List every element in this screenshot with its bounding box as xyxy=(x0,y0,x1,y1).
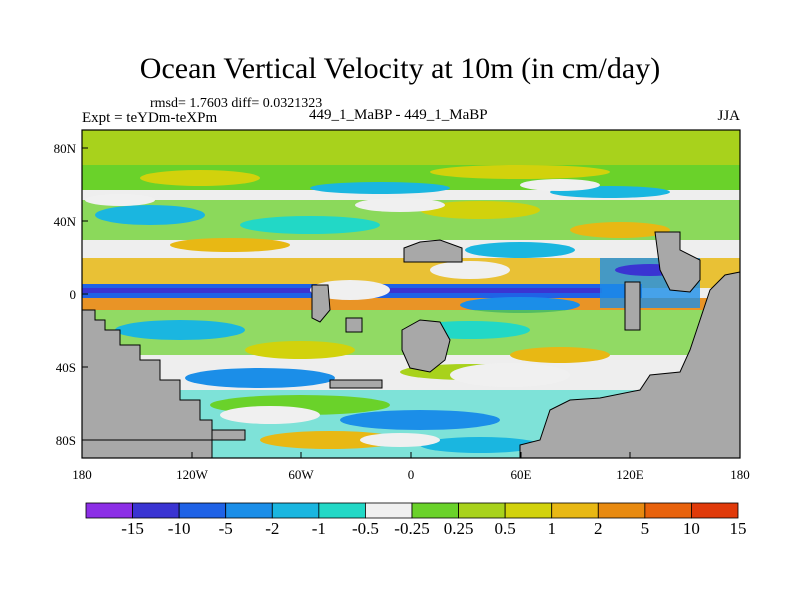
field-patch xyxy=(185,368,335,388)
lon-label: 60W xyxy=(288,467,314,482)
field-patch xyxy=(240,216,380,234)
colorbar-label: -10 xyxy=(168,519,191,538)
field-near-zero xyxy=(310,280,390,300)
lon-label: 120W xyxy=(176,467,209,482)
land-bar xyxy=(329,379,383,389)
lon-label: 180 xyxy=(72,467,92,482)
field-patch xyxy=(510,347,610,363)
land-island-small xyxy=(311,284,331,323)
colorbar-label: 15 xyxy=(730,519,747,538)
colorbar-label: -1 xyxy=(312,519,326,538)
land-island-central xyxy=(401,319,451,373)
field-patch xyxy=(170,238,290,252)
colorbar-swatch xyxy=(85,502,133,519)
colorbar-label: 0.5 xyxy=(495,519,516,538)
lat-label: 40N xyxy=(54,214,77,229)
field-patch xyxy=(420,201,540,219)
colorbar-swatch xyxy=(597,502,646,519)
field-near-zero xyxy=(85,194,155,206)
colorbar-swatch xyxy=(504,502,553,519)
land-edge xyxy=(211,429,246,441)
colorbar-label: 1 xyxy=(547,519,556,538)
field-near-zero xyxy=(450,363,570,387)
colorbar-swatch xyxy=(644,502,692,519)
field-patch xyxy=(465,242,575,258)
lon-axis: 180 120W 60W 0 60E 120E 180 xyxy=(72,452,750,482)
field-patch xyxy=(310,182,450,194)
land-masses xyxy=(81,231,741,459)
colorbar-swatch xyxy=(271,502,320,519)
colorbar-label: -15 xyxy=(121,519,144,538)
field-near-zero xyxy=(360,433,440,447)
colorbar-swatch xyxy=(458,502,506,519)
lon-label: 180 xyxy=(730,467,750,482)
colorbar-label: 10 xyxy=(683,519,700,538)
field-near-zero xyxy=(520,179,600,191)
colorbar: -15 -10 -5 -2 -1 -0.5 -0.25 0.25 0.5 1 2 5 10 15 xyxy=(85,502,747,538)
lon-label: 60E xyxy=(511,467,532,482)
field-patch xyxy=(430,165,610,179)
land-strait xyxy=(624,281,641,331)
field-patch xyxy=(115,320,245,340)
lon-label: 0 xyxy=(408,467,415,482)
experiment-label: Expt = teYDm-teXPm xyxy=(82,110,218,126)
land-north-island xyxy=(403,239,463,263)
colorbar-swatch xyxy=(551,502,599,519)
colorbar-label: -0.25 xyxy=(394,519,429,538)
colorbar-label: -0.5 xyxy=(352,519,379,538)
colorbar-swatch xyxy=(411,502,459,519)
colorbar-swatch xyxy=(225,502,273,519)
field-patch xyxy=(245,341,355,359)
season-label: JJA xyxy=(717,108,740,124)
stats-line: rmsd= 1.7603 diff= 0.0321323 xyxy=(150,96,323,111)
land-west xyxy=(81,309,213,441)
lat-label: 80N xyxy=(54,141,77,156)
land-islet xyxy=(345,317,363,333)
colorbar-swatch xyxy=(178,502,227,519)
map-panel: 80N 40N 0 40S 80S 180 120W 60W 0 60E 120… xyxy=(54,129,750,482)
field-patch xyxy=(340,410,500,430)
colorbar-swatch xyxy=(691,502,739,519)
colorbar-label: 0.25 xyxy=(444,519,474,538)
field-patch xyxy=(140,170,260,186)
chart-title: Ocean Vertical Velocity at 10m (in cm/da… xyxy=(139,52,661,85)
colorbar-label: -2 xyxy=(265,519,279,538)
field-near-zero xyxy=(430,261,510,279)
colorbar-swatch xyxy=(318,502,366,519)
field-patch xyxy=(420,437,540,453)
colorbar-label: 2 xyxy=(594,519,603,538)
field-near-zero xyxy=(355,198,445,212)
velocity-field xyxy=(82,130,740,458)
experiment-pair: 449_1_MaBP - 449_1_MaBP xyxy=(309,107,488,123)
lon-label: 120E xyxy=(616,467,644,482)
field-patch xyxy=(260,431,400,449)
lat-label: 0 xyxy=(70,287,77,302)
field-arctic xyxy=(82,130,740,165)
colorbar-swatch xyxy=(132,502,180,519)
field-patch xyxy=(460,297,580,313)
colorbar-swatch xyxy=(365,502,413,519)
field-near-zero xyxy=(220,406,320,424)
lat-label: 80S xyxy=(56,433,76,448)
lat-label: 40S xyxy=(56,360,76,375)
colorbar-label: -5 xyxy=(219,519,233,538)
field-patch xyxy=(95,205,205,225)
field-patch xyxy=(570,222,670,238)
colorbar-label: 5 xyxy=(641,519,650,538)
land-northeast xyxy=(654,231,701,293)
lat-axis: 80N 40N 0 40S 80S xyxy=(54,141,88,448)
